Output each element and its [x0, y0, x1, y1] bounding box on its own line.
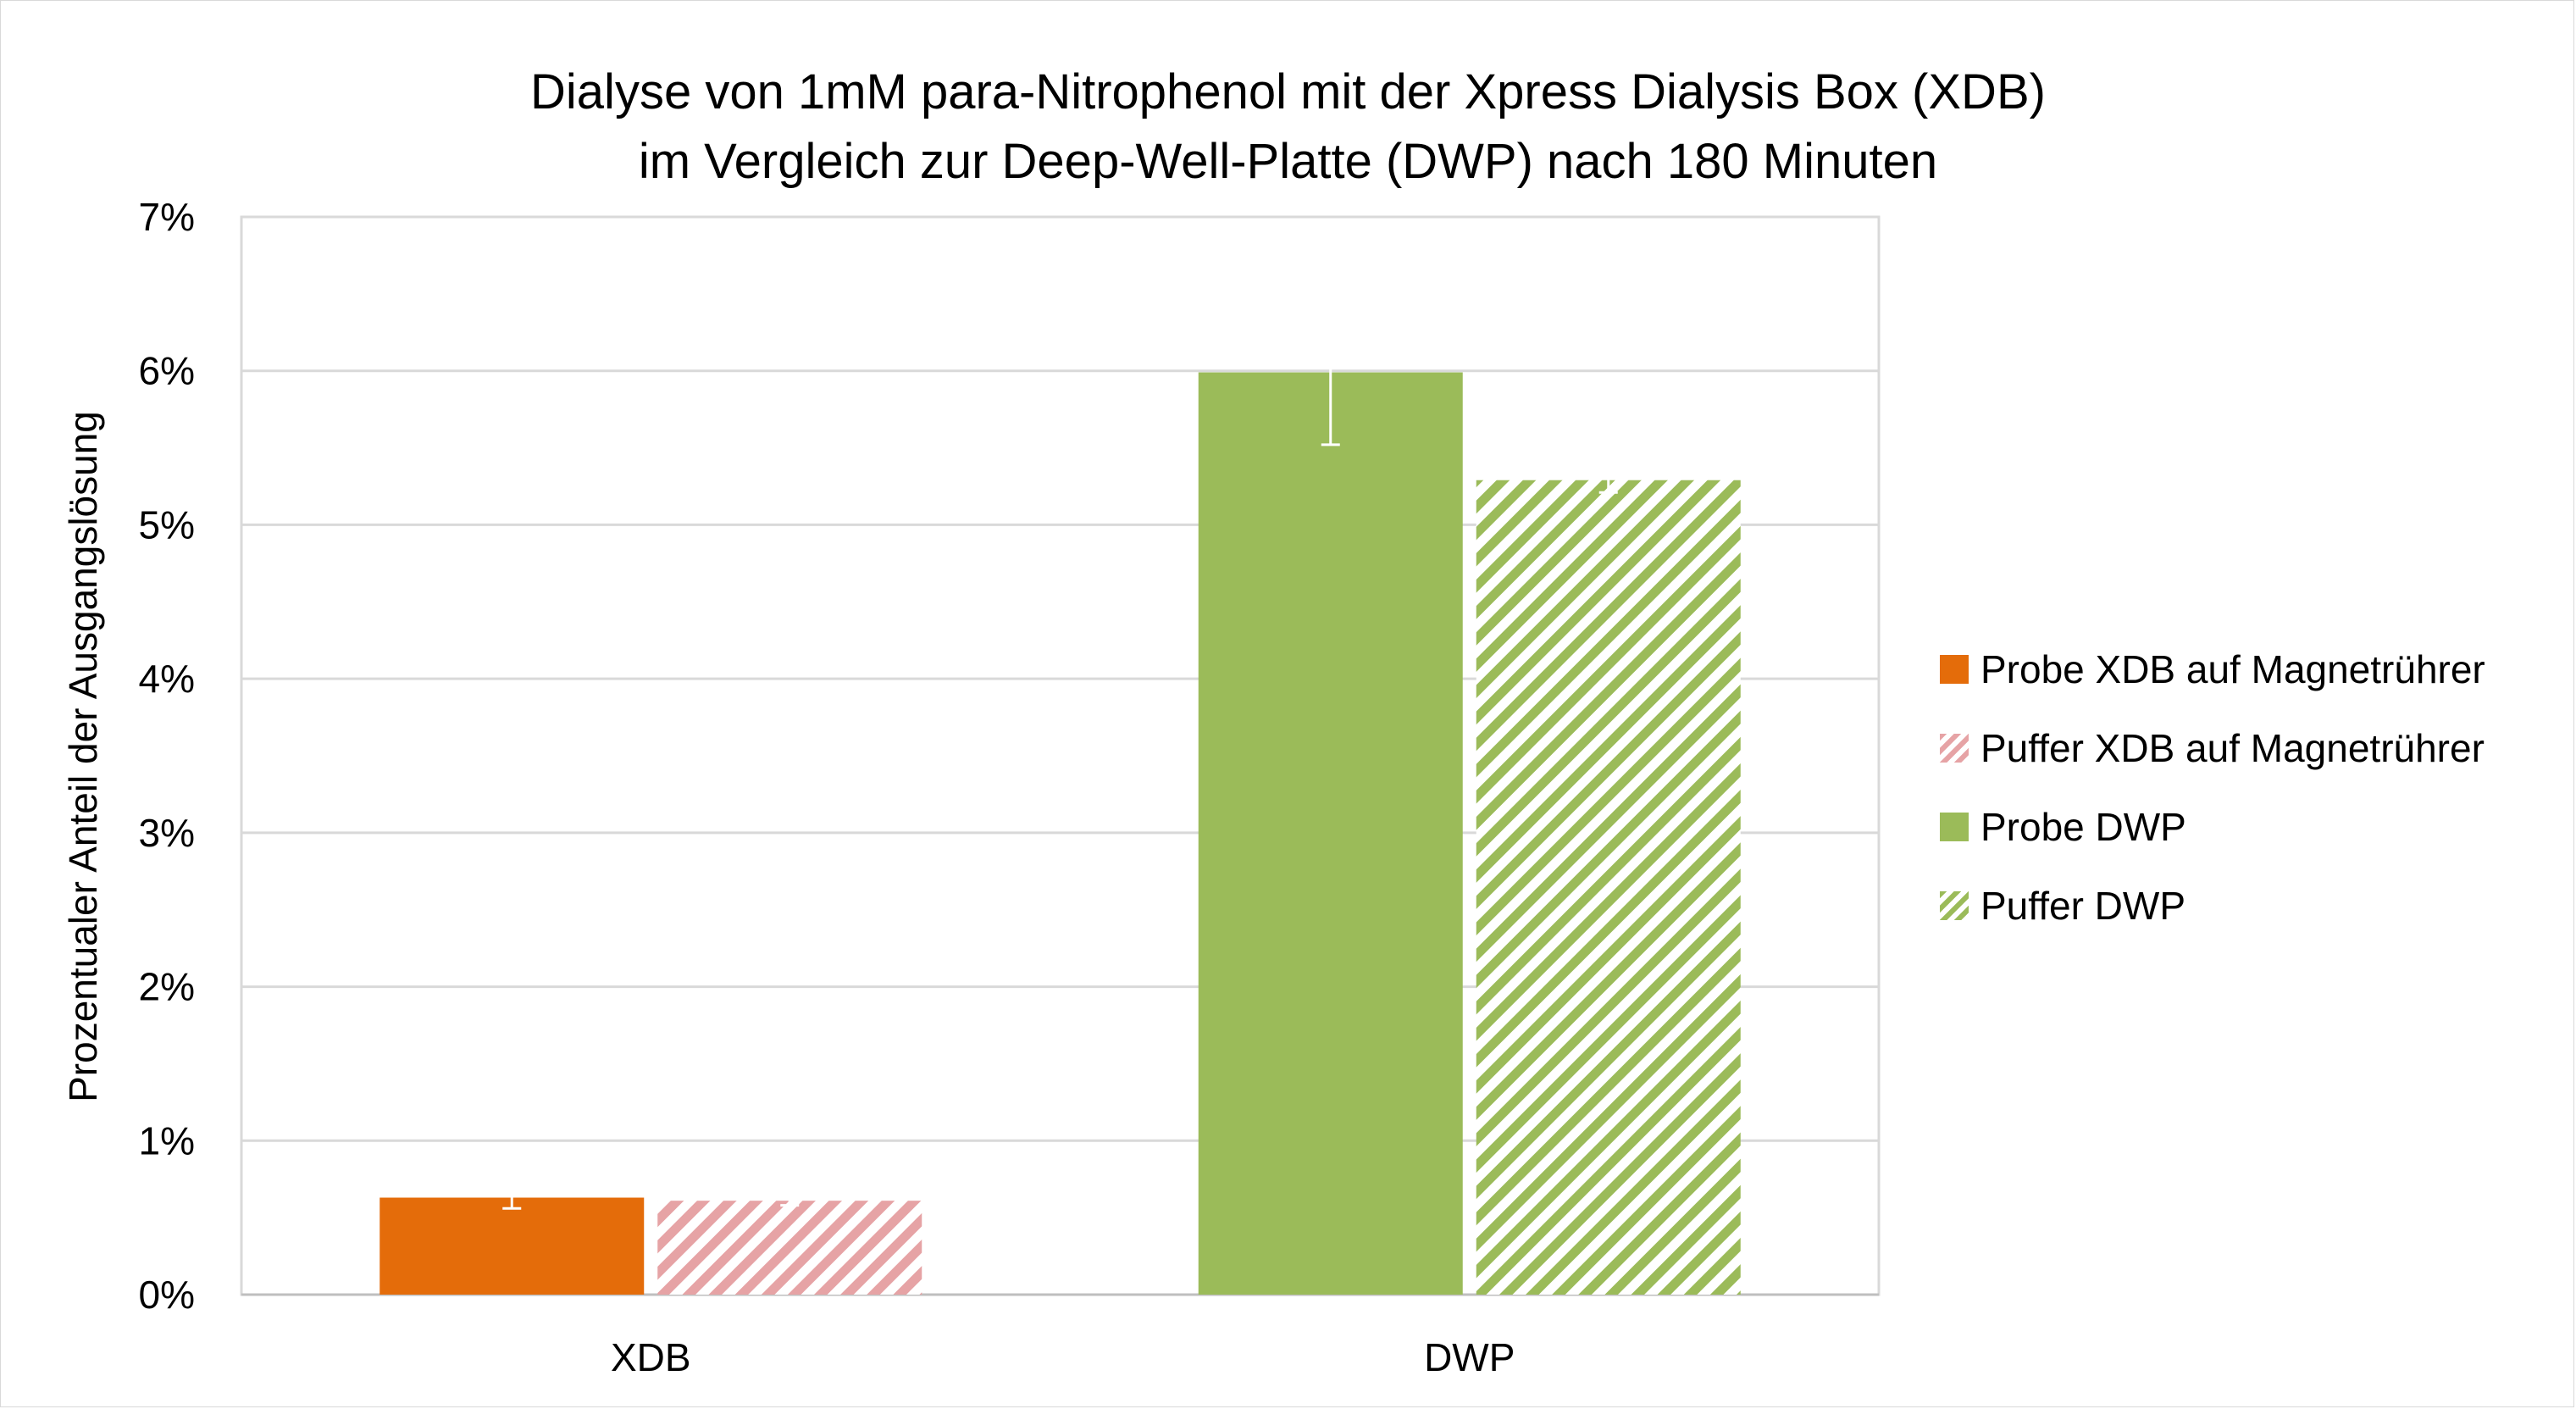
y-tick-label: 7%: [139, 195, 195, 239]
legend-item-probe-dwp: Probe DWP: [1940, 802, 2186, 852]
chart-title-line-2: im Vergleich zur Deep-Well-Platte (DWP) …: [638, 134, 1938, 189]
bar-probe-dwp-dwp: [1198, 372, 1463, 1295]
tick-labels: 0% 1% 2% 3% 4% 5% 6% 7% XDB DWP: [139, 195, 1515, 1379]
y-tick-label: 2%: [139, 965, 195, 1009]
legend-item-probe-xdb: Probe XDB auf Magnetrührer: [1940, 644, 2485, 695]
y-tick-label: 1%: [139, 1118, 195, 1162]
x-tick-label: DWP: [1424, 1335, 1515, 1379]
y-tick-label: 6%: [139, 349, 195, 393]
y-tick-label: 5%: [139, 502, 195, 546]
bar-puffer-xdb-auf-magnetr-hrer-xdb: [657, 1201, 922, 1295]
legend-swatch-puffer-dwp: [1940, 891, 1969, 920]
legend-item-puffer-dwp: Puffer DWP: [1940, 880, 2185, 931]
legend-label-puffer-dwp: Puffer DWP: [1980, 884, 2185, 928]
bar-probe-xdb-auf-magnetr-hrer-xdb: [379, 1197, 645, 1295]
bar-puffer-dwp-dwp: [1476, 480, 1741, 1295]
x-tick-label: XDB: [611, 1335, 691, 1379]
legend-swatch-probe-xdb: [1940, 655, 1969, 684]
y-tick-label: 3%: [139, 811, 195, 855]
legend-label-probe-xdb: Probe XDB auf Magnetrührer: [1980, 647, 2485, 691]
legend-swatch-probe-dwp: [1940, 813, 1969, 841]
legend-label-puffer-xdb: Puffer XDB auf Magnetrührer: [1980, 726, 2485, 770]
bars: [379, 372, 1741, 1295]
error-bars: [502, 300, 1618, 1210]
y-tick-label: 4%: [139, 657, 195, 701]
chart-title-line-1: Dialyse von 1mM para-Nitrophenol mit der…: [530, 64, 2046, 119]
y-tick-label: 0%: [139, 1273, 195, 1317]
legend-item-puffer-xdb: Puffer XDB auf Magnetrührer: [1940, 723, 2485, 774]
legend-label-probe-dwp: Probe DWP: [1980, 805, 2186, 849]
legend-swatch-puffer-xdb: [1940, 734, 1969, 763]
